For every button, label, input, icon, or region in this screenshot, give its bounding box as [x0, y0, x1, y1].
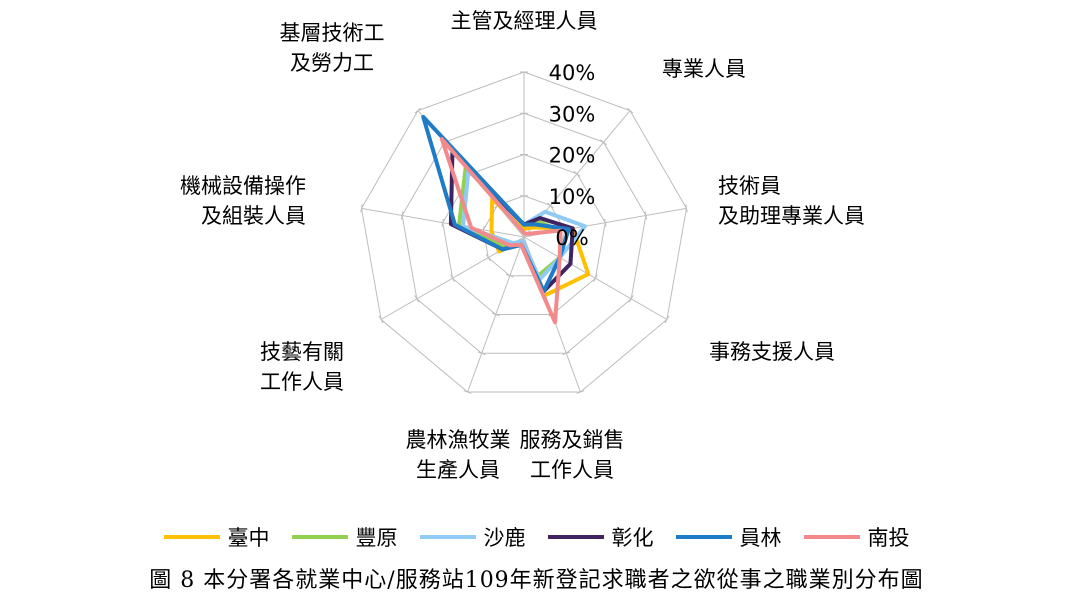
category-label-line: 及勞力工: [290, 51, 374, 75]
category-label-line: 農林漁牧業: [406, 428, 511, 452]
figure-caption: 圖 8 本分署各就業中心/服務站109年新登記求職者之欲從事之職業別分布圖: [149, 568, 924, 593]
grid-tick-mark: [505, 273, 514, 278]
grid-tick-mark: [414, 107, 422, 114]
grid-tick-mark: [604, 218, 607, 227]
grid-tick-mark: [485, 253, 491, 262]
category-label-line: 工作人員: [530, 458, 614, 482]
category-label-line: 工作人員: [260, 370, 344, 394]
series-line-3: [461, 168, 587, 282]
grid-ring: [442, 153, 606, 316]
grid-tick-mark: [378, 315, 384, 324]
radar-category-labels: 主管及經理人員專業人員技術員及助理專業人員事務支援人員服務及銷售工作人員農林漁牧…: [180, 9, 865, 482]
grid-tick-mark: [664, 315, 670, 324]
grid-tick-mark: [463, 390, 472, 394]
category-label-line: 機械設備操作: [180, 174, 306, 198]
category-label-line: 生產人員: [416, 458, 500, 482]
tick-label: 20%: [549, 144, 596, 168]
category-label-line: 基層技術工: [280, 21, 385, 45]
radar-series: [421, 114, 591, 325]
category-label: 機械設備操作及組裝人員: [180, 174, 306, 228]
legend-swatch: [419, 535, 476, 539]
chart-legend: 臺中 豐原 沙鹿 彰化 員林 南投: [0, 522, 1073, 552]
grid-tick-mark: [576, 390, 585, 394]
radar-ticks: 0% 10% 20% 30% 40%: [549, 61, 596, 250]
grid-tick-mark: [441, 218, 444, 227]
legend-item: 南投: [803, 522, 910, 552]
category-label: 技藝有關工作人員: [260, 340, 344, 394]
category-label: 主管及經理人員: [451, 9, 598, 33]
series-line-6: [439, 137, 563, 325]
tick-label: 10%: [549, 185, 596, 209]
category-label-line: 專業人員: [662, 57, 746, 81]
grid-tick-mark: [477, 351, 486, 356]
legend-item: 豐原: [291, 522, 398, 552]
legend-label: 彰化: [611, 526, 654, 550]
legend-swatch: [547, 535, 604, 539]
grid-tick-mark: [644, 211, 648, 220]
legend-swatch: [803, 535, 860, 539]
grid-tick-mark: [562, 351, 571, 356]
grid-tick-mark: [593, 274, 598, 282]
legend-swatch: [291, 535, 348, 539]
legend-item: 臺中: [163, 522, 270, 552]
legend-item: 沙鹿: [419, 522, 526, 552]
tick-label: 30%: [549, 102, 596, 126]
category-label: 農林漁牧業生產人員: [406, 428, 511, 482]
radar-chart: 0% 10% 20% 30% 40% 主管及經理人員專業人員技術員及助理專業人員事務支援…: [180, 9, 865, 482]
grid-tick-mark: [685, 204, 688, 213]
grid-tick-mark: [547, 202, 554, 209]
grid-tick-mark: [400, 211, 404, 220]
category-label: 事務支援人員: [709, 340, 835, 364]
category-label-line: 技藝有關: [260, 340, 344, 364]
grid-tick-mark: [360, 204, 363, 213]
category-label-line: 事務支援人員: [709, 340, 835, 364]
grid-ring: [360, 71, 688, 393]
category-label-line: 技術員: [718, 174, 781, 198]
grid-tick-mark: [414, 295, 420, 303]
tick-label: 0%: [555, 226, 588, 250]
category-label: 專業人員: [662, 57, 746, 81]
grid-tick-mark: [600, 139, 607, 146]
category-label-line: 及組裝人員: [201, 204, 306, 228]
legend-label: 臺中: [227, 526, 270, 550]
grid-tick-mark: [626, 107, 634, 114]
category-label: 基層技術工及勞力工: [280, 21, 385, 75]
grid-tick-mark: [450, 274, 455, 282]
grid-tick-mark: [491, 312, 500, 317]
legend-label: 沙鹿: [483, 526, 526, 550]
legend-label: 南投: [867, 526, 910, 550]
category-label: 服務及銷售工作人員: [520, 428, 625, 482]
category-label-line: 主管及經理人員: [451, 9, 598, 33]
legend-item: 彰化: [547, 522, 654, 552]
category-label: 技術員及助理專業人員: [718, 174, 865, 228]
category-label-line: 及助理專業人員: [718, 204, 865, 228]
legend-swatch: [163, 535, 220, 539]
grid-tick-mark: [628, 295, 634, 303]
legend-label: 員林: [739, 526, 782, 550]
legend-swatch: [675, 535, 732, 539]
category-label-line: 服務及銷售: [520, 428, 625, 452]
grid-tick-mark: [573, 170, 581, 177]
grid-ring: [401, 112, 647, 354]
legend-item: 員林: [675, 522, 782, 552]
tick-label: 40%: [549, 61, 596, 85]
legend-label: 豐原: [355, 526, 398, 550]
